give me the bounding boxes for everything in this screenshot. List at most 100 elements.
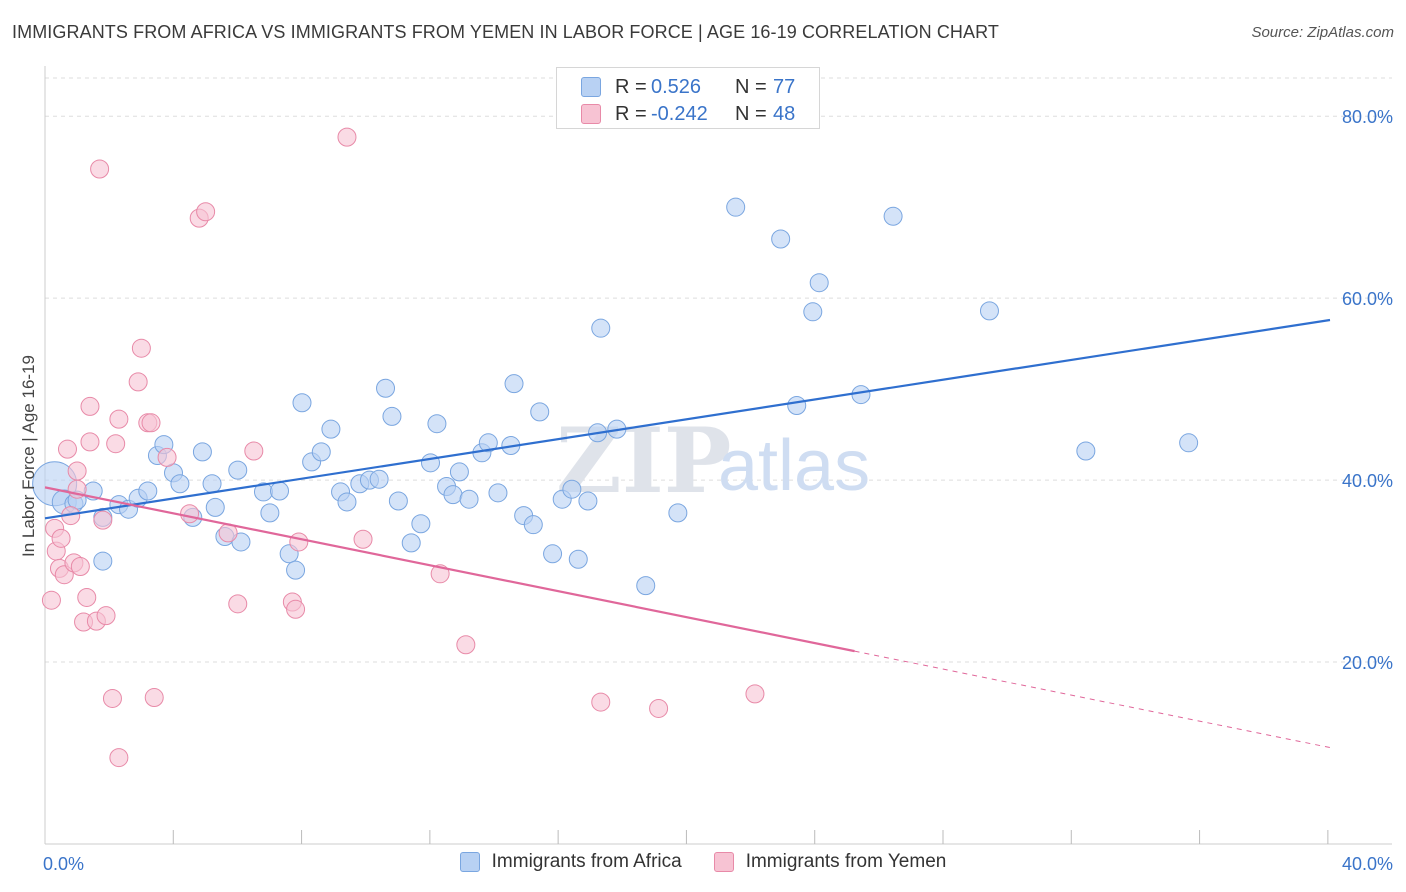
source-label: Source: ZipAtlas.com [1251, 24, 1394, 41]
yemen-point [228, 594, 248, 614]
yemen-n-label: N = [735, 102, 767, 125]
africa-point [883, 206, 903, 226]
y-tick-label: 40.0% [1342, 471, 1393, 491]
africa-point [202, 474, 222, 494]
yemen-point [51, 528, 71, 548]
yemen-point [289, 532, 309, 552]
africa-point [809, 273, 829, 293]
yemen-point [90, 159, 110, 179]
africa-point [443, 485, 463, 505]
y-tick-label: 20.0% [1342, 653, 1393, 673]
yemen-n-value: 48 [773, 102, 796, 125]
africa-point [578, 491, 598, 511]
legend-africa-swatch [459, 852, 480, 872]
yemen-point [109, 748, 129, 768]
yemen-trend-line-extension [854, 650, 1331, 749]
africa-point [138, 481, 158, 501]
yemen-r-label: R = [615, 102, 647, 125]
yemen-point [649, 698, 669, 718]
africa-point [376, 378, 396, 398]
africa-point [591, 318, 611, 338]
yemen-point [286, 599, 306, 619]
africa-point [401, 533, 421, 553]
yemen-point [41, 590, 61, 610]
legend-yemen-swatch [713, 852, 734, 872]
yemen-point [109, 409, 129, 429]
africa-point [427, 414, 447, 434]
yemen-point [244, 441, 264, 461]
africa-point [449, 462, 469, 482]
yemen-point [57, 439, 77, 459]
chart-title: IMMIGRANTS FROM AFRICA VS IMMIGRANTS FRO… [12, 22, 1000, 42]
grid-lines [45, 77, 1392, 663]
yemen-point [67, 461, 87, 481]
africa-point [787, 396, 807, 416]
africa-point [488, 483, 508, 503]
africa-point [388, 491, 408, 511]
africa-point [205, 497, 225, 517]
y-tick-label: 60.0% [1342, 289, 1393, 309]
africa-point [523, 515, 543, 535]
yemen-point [106, 434, 126, 454]
stats-legend: R = 0.526 N = 77 R = -0.242 N = 48 [556, 67, 820, 129]
africa-point [504, 374, 524, 394]
yemen-point [77, 587, 97, 607]
africa-swatch [581, 77, 601, 97]
yemen-point [745, 684, 765, 704]
yemen-r-value: -0.242 [651, 102, 708, 125]
africa-point [530, 402, 550, 422]
legend-yemen-label: Immigrants from Yemen [745, 851, 947, 872]
x-tick-label: 0.0% [43, 854, 84, 874]
africa-point [543, 544, 563, 564]
yemen-point [591, 692, 611, 712]
africa-point [421, 453, 440, 473]
yemen-point [102, 688, 122, 708]
africa-point [270, 481, 290, 501]
africa-point [286, 560, 306, 580]
africa-point [851, 385, 871, 405]
yemen-point [131, 338, 151, 358]
watermark-atlas: atlas [718, 426, 870, 506]
africa-r-label: R = [615, 75, 647, 98]
africa-point [771, 229, 791, 249]
yemen-point [93, 510, 113, 530]
africa-point [668, 503, 688, 523]
legend-item-yemen: Immigrants from Yemen [713, 851, 947, 873]
africa-point [93, 551, 113, 571]
africa-trend-line [44, 318, 1331, 520]
africa-point [568, 549, 588, 569]
africa-point [726, 197, 746, 217]
yemen-point [353, 529, 373, 549]
africa-point [803, 302, 823, 322]
series-africa-points [32, 197, 1199, 596]
yemen-point [456, 635, 476, 655]
africa-point [636, 576, 656, 596]
africa-n-label: N = [735, 75, 767, 98]
africa-point [478, 433, 498, 453]
yemen-point [141, 413, 161, 433]
yemen-point [80, 432, 100, 452]
legend-africa-label: Immigrants from Africa [491, 851, 682, 872]
yemen-point [80, 396, 100, 416]
africa-point [292, 393, 312, 413]
yemen-point [337, 127, 357, 147]
africa-point [979, 301, 999, 321]
africa-point [231, 532, 251, 552]
tick-labels: 20.0% 40.0% 60.0% 80.0% 0.0% 40.0% [43, 107, 1393, 874]
yemen-swatch [581, 104, 601, 124]
africa-point [369, 469, 389, 489]
africa-point [337, 492, 357, 512]
africa-point [459, 489, 479, 509]
africa-point [192, 442, 212, 462]
series-yemen-points [41, 127, 765, 768]
africa-point [170, 474, 190, 494]
legend-row-africa: R = 0.526 N = 77 [581, 74, 795, 100]
trend-lines [44, 318, 1331, 749]
africa-r-value: 0.526 [651, 75, 702, 98]
yemen-point [196, 202, 216, 222]
africa-point [1076, 441, 1096, 461]
y-axis-label: In Labor Force | Age 16-19 [19, 355, 38, 557]
africa-point [562, 479, 582, 499]
yemen-trend-line [44, 486, 855, 653]
